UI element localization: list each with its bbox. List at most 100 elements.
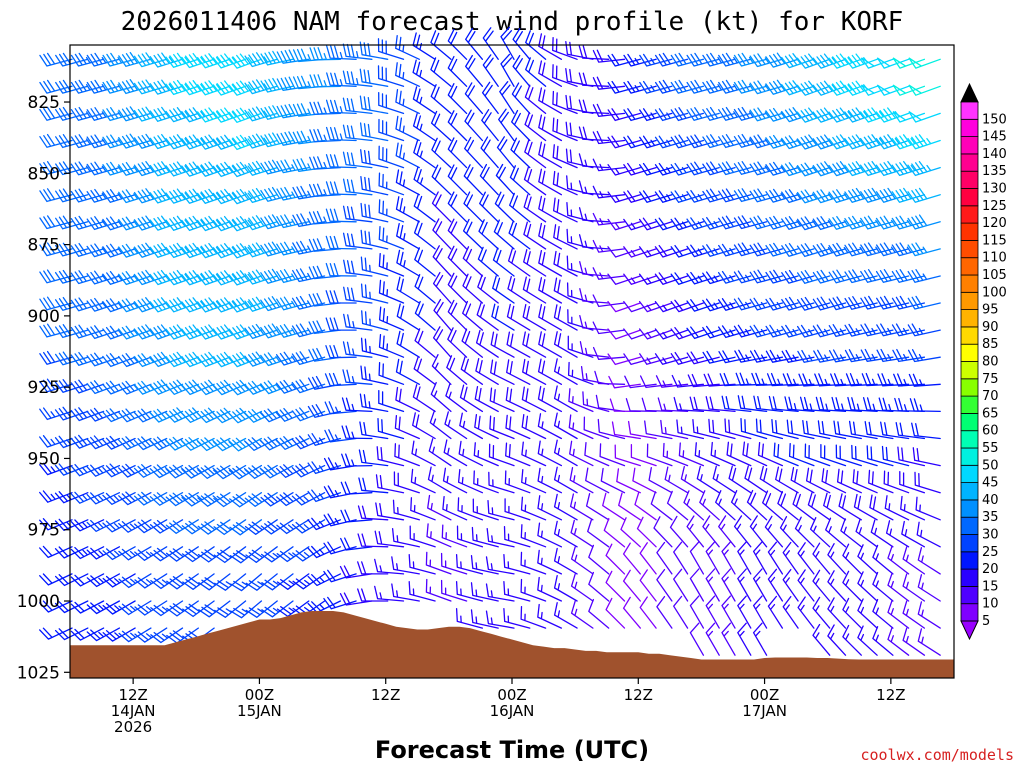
wind-barb-369	[309, 101, 342, 115]
wind-barb-1040	[792, 491, 815, 521]
wind-barb-795	[622, 542, 641, 575]
wind-barb-963	[733, 242, 768, 257]
wind-barb-702	[553, 412, 578, 440]
wind-barb-936	[718, 134, 752, 149]
wind-barb-546	[447, 327, 468, 358]
wind-barb-1128	[848, 420, 878, 440]
wind-barb-455	[378, 145, 405, 169]
wind-barb-553	[441, 524, 468, 548]
wind-barb-444	[359, 421, 389, 440]
wind-barb-86	[86, 600, 121, 615]
credit-link[interactable]: coolwx.com/models	[860, 746, 1014, 764]
wind-barb-38	[54, 491, 89, 504]
wind-barb-809	[623, 353, 657, 366]
wind-barb-1008	[765, 242, 799, 257]
wind-barb-1199	[899, 471, 926, 494]
colorbar-label-17: 90	[982, 320, 999, 335]
wind-barb-753	[588, 598, 610, 629]
wind-barb-1022	[782, 595, 799, 629]
wind-barb-939	[718, 215, 752, 230]
wind-barb-487	[394, 443, 420, 467]
wind-barb-621	[485, 610, 515, 629]
wind-barb-1103	[830, 373, 862, 387]
wind-barb-2	[39, 106, 73, 121]
wind-barb-1173	[878, 397, 910, 413]
wind-barb-695	[553, 224, 578, 250]
wind-barb-373	[308, 210, 342, 225]
wind-barb-540	[447, 164, 468, 196]
wind-barb-674	[538, 249, 563, 277]
x-tick-label-2-0: 12Z	[371, 686, 400, 704]
wind-barb-381	[307, 433, 342, 446]
wind-barb-255	[212, 437, 247, 452]
wind-barb-399	[325, 344, 357, 359]
wind-barb-491	[391, 556, 420, 575]
wind-barb-1113	[842, 624, 862, 656]
wind-barb-729	[570, 546, 594, 575]
wind-barb-1159	[872, 626, 894, 656]
wind-barb-398	[325, 317, 357, 331]
wind-barb-935	[718, 106, 752, 121]
wind-barb-605	[495, 163, 515, 196]
wind-barb-1060	[804, 443, 831, 467]
wind-barb-64	[70, 600, 105, 614]
colorbar-label-12: 65	[982, 406, 999, 421]
wind-barb-333	[276, 269, 310, 284]
wind-barb-276	[228, 437, 263, 452]
wind-barb-1082	[817, 420, 847, 440]
wind-barb-968	[735, 372, 768, 386]
wind-barb-888	[686, 79, 720, 94]
wind-barb-1194	[892, 348, 926, 363]
wind-barbs	[39, 26, 941, 656]
wind-barb-347	[292, 75, 326, 90]
wind-barb-149	[134, 519, 168, 534]
wind-barb-1061	[805, 467, 831, 494]
wind-barb-842	[654, 52, 689, 67]
wind-barb-175	[150, 627, 184, 644]
wind-barb-23	[55, 79, 89, 94]
wind-barb-948	[726, 441, 752, 467]
wind-barb-466	[376, 446, 405, 467]
wind-barb-103	[102, 463, 136, 478]
wind-barb-511	[409, 525, 436, 548]
wind-barb-598	[470, 582, 499, 602]
wind-barb-770	[600, 467, 626, 494]
wind-barb-887	[686, 52, 720, 67]
wind-barb-463	[378, 361, 405, 385]
wind-barb-965	[733, 297, 768, 311]
wind-barb-651	[523, 221, 547, 250]
colorbar-label-14: 75	[982, 372, 999, 387]
wind-barb-530	[427, 466, 452, 494]
wind-barb-737	[578, 180, 610, 196]
x-tick-label-6-0: 12Z	[876, 686, 905, 704]
colorbar: 5 10 15 20 25 30 35 40 45 50 55 60 65 70 75 80 85 90 95 100…	[960, 82, 1007, 641]
wind-barb-778	[607, 108, 641, 122]
wind-barb-22	[55, 52, 89, 67]
wind-barb-617	[487, 499, 515, 521]
wind-barb-382	[307, 461, 342, 475]
wind-barb-307	[260, 132, 294, 148]
wind-barb-940	[718, 243, 752, 257]
wind-barb-672	[538, 195, 563, 223]
wind-barb-292	[244, 296, 278, 312]
wind-barb-533	[425, 551, 452, 575]
wind-barb-624	[511, 82, 531, 115]
wind-barb-745	[582, 391, 610, 413]
wind-barb-1	[39, 79, 73, 94]
wind-barb-906	[705, 541, 720, 575]
wind-barb-1195	[893, 373, 926, 387]
wind-barb-1013	[766, 372, 799, 387]
colorbar-label-2: 15	[982, 579, 999, 594]
wind-barb-700	[553, 358, 578, 385]
wind-barb-40	[54, 546, 89, 559]
wind-barb-721	[567, 335, 594, 358]
wind-barb-594	[473, 470, 499, 494]
wind-barb-150	[134, 546, 168, 561]
wind-barb-496	[412, 113, 436, 142]
wind-barb-380	[307, 404, 342, 418]
wind-barb-905	[702, 515, 720, 548]
wind-barb-428	[339, 565, 373, 579]
wind-barb-1152	[866, 445, 894, 467]
wind-barb-951	[733, 515, 752, 548]
wind-barb-453	[378, 92, 405, 115]
